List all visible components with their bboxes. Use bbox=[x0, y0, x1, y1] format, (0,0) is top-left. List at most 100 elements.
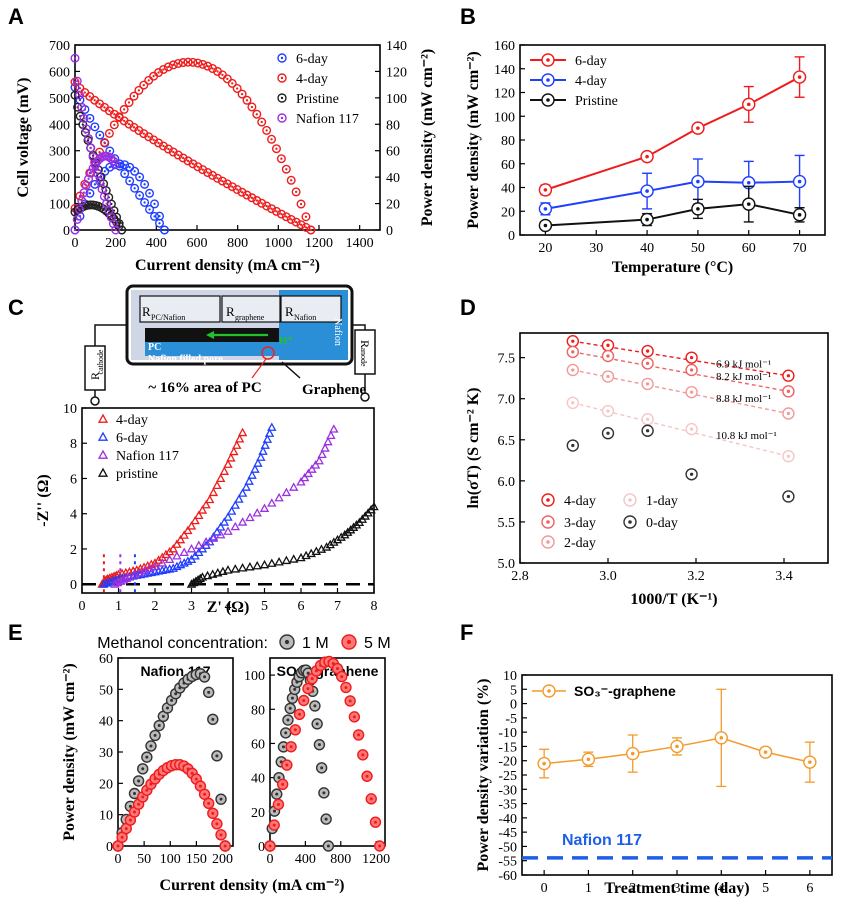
impedance-point bbox=[157, 558, 168, 567]
impedance-point bbox=[252, 560, 262, 570]
legend-label: Nafion 117 bbox=[296, 112, 359, 127]
marker-dot bbox=[255, 113, 258, 116]
impedance-point bbox=[336, 532, 346, 541]
power-point bbox=[72, 214, 82, 224]
y-tick-label: 5 bbox=[510, 683, 517, 698]
data-point bbox=[566, 439, 579, 452]
data-point bbox=[276, 778, 289, 791]
data-point bbox=[641, 424, 654, 437]
marker-dot bbox=[285, 168, 288, 171]
marker-dot bbox=[128, 804, 132, 808]
marker-ring bbox=[72, 214, 82, 224]
proton-arrowhead bbox=[206, 331, 214, 339]
marker-ring bbox=[95, 130, 105, 140]
marker-dot bbox=[181, 156, 185, 160]
voltage-point bbox=[90, 122, 100, 132]
marker-dot bbox=[270, 207, 273, 210]
impedance-point bbox=[325, 539, 335, 549]
power-point bbox=[129, 91, 139, 101]
y2-tick-label: 60 bbox=[386, 145, 400, 160]
voltage-point bbox=[267, 204, 277, 214]
marker-dot bbox=[357, 733, 361, 737]
impedance-point bbox=[244, 476, 254, 485]
marker-dot bbox=[546, 520, 550, 524]
impedance-point bbox=[288, 554, 299, 563]
data-point bbox=[124, 814, 137, 826]
marker-dot bbox=[797, 213, 802, 217]
data-point bbox=[685, 385, 698, 399]
impedance-point bbox=[215, 529, 226, 539]
marker-ring bbox=[257, 117, 267, 127]
marker-dot bbox=[547, 689, 551, 693]
impedance-point bbox=[195, 573, 205, 583]
impedance-point bbox=[274, 557, 284, 566]
y-tick-label: 0 bbox=[106, 840, 113, 855]
legend-marker bbox=[541, 493, 555, 507]
data-point bbox=[315, 762, 328, 774]
marker-dot bbox=[88, 117, 92, 120]
data-point bbox=[691, 202, 705, 216]
marker-dot bbox=[306, 687, 310, 691]
marker-ring bbox=[90, 122, 100, 132]
data-point bbox=[207, 713, 219, 726]
voltage-point bbox=[232, 185, 242, 195]
impedance-point bbox=[121, 573, 132, 583]
power-point bbox=[85, 188, 95, 198]
x-tick-label: 1 bbox=[115, 599, 122, 614]
x-tick-label: 30 bbox=[589, 241, 603, 256]
impedance-point bbox=[105, 577, 115, 586]
y-tick-label: -40 bbox=[498, 812, 517, 827]
y-tick-label: 200 bbox=[49, 171, 70, 186]
power-point bbox=[77, 196, 87, 206]
y-tick-label: 6.5 bbox=[498, 434, 516, 449]
data-point bbox=[145, 740, 157, 752]
marker-ring bbox=[77, 196, 87, 206]
y-tick-label: 6.0 bbox=[498, 475, 516, 490]
legend-marker bbox=[623, 515, 637, 529]
data-point bbox=[566, 335, 579, 348]
y-tick-label: 60 bbox=[501, 158, 515, 173]
legend-marker bbox=[277, 113, 287, 123]
impedance-point bbox=[260, 440, 270, 449]
panel-letter: F bbox=[460, 620, 473, 645]
power-point bbox=[135, 172, 145, 182]
x-tick-label: 7 bbox=[334, 599, 341, 614]
marker-dot bbox=[280, 116, 284, 120]
marker-dot bbox=[216, 177, 219, 180]
impedance-point bbox=[237, 517, 248, 526]
panel-letter: E bbox=[8, 620, 23, 645]
marker-dot bbox=[85, 184, 88, 187]
marker-dot bbox=[255, 199, 258, 202]
marker-dot bbox=[170, 698, 174, 702]
axes-frame bbox=[519, 332, 829, 564]
marker-ring bbox=[75, 205, 85, 215]
legend-label: 0-day bbox=[646, 516, 678, 531]
impedance-point bbox=[183, 556, 193, 565]
impedance-point bbox=[230, 521, 241, 531]
data-point bbox=[313, 738, 326, 751]
marker-dot bbox=[275, 210, 278, 213]
marker-dot bbox=[163, 228, 166, 232]
marker-dot bbox=[96, 172, 99, 175]
marker-dot bbox=[120, 835, 124, 839]
marker-dot bbox=[645, 382, 650, 386]
marker-dot bbox=[145, 788, 149, 792]
legend-marker bbox=[277, 73, 287, 83]
marker-dot bbox=[216, 70, 219, 73]
impedance-point bbox=[168, 563, 178, 572]
voltage-point bbox=[183, 156, 193, 166]
y-tick-label: 700 bbox=[49, 39, 70, 54]
marker-dot bbox=[293, 728, 297, 732]
power-point bbox=[99, 137, 109, 147]
impedance-point bbox=[219, 517, 230, 526]
marker-dot bbox=[260, 202, 263, 205]
marker-ring bbox=[93, 169, 103, 179]
data-point bbox=[581, 752, 596, 766]
marker-dot bbox=[304, 215, 308, 218]
y-tick-label: -25 bbox=[498, 769, 517, 784]
marker-dot bbox=[123, 163, 126, 166]
data-point bbox=[268, 819, 280, 831]
data-point bbox=[685, 363, 698, 377]
impedance-point bbox=[175, 559, 186, 569]
x-tick-label: 0 bbox=[79, 599, 86, 614]
